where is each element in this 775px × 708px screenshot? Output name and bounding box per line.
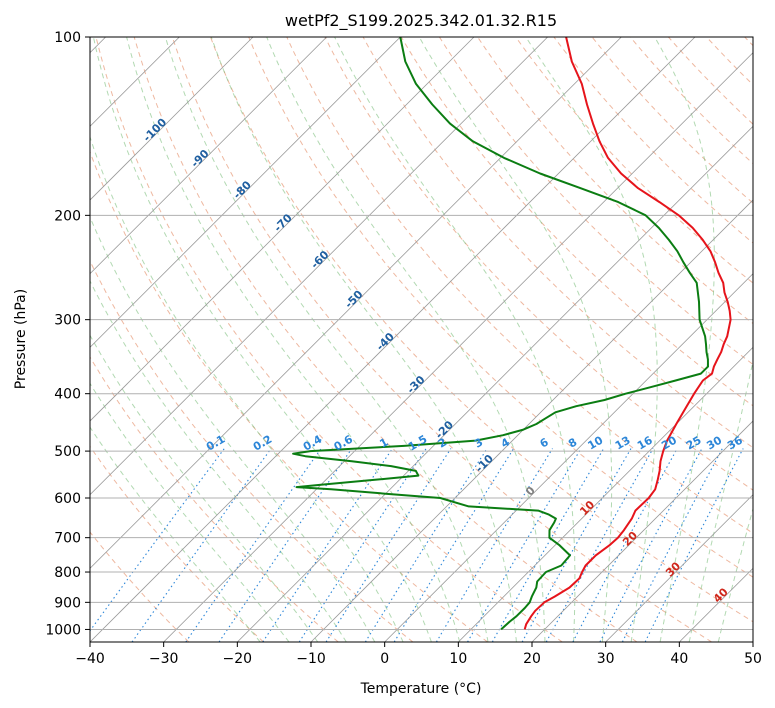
x-tick-label: 30	[597, 651, 615, 667]
isotherm-line	[605, 494, 753, 642]
x-tick-label: 10	[449, 651, 467, 667]
isotherm-line	[90, 37, 327, 275]
moist-adiabat-line	[164, 37, 489, 642]
y-tick-label: 800	[54, 565, 81, 581]
x-tick-label: 0	[380, 651, 389, 667]
moist-adiabat-line	[90, 426, 261, 642]
moist-adiabat-line	[266, 37, 546, 642]
isotherm-line	[531, 420, 753, 642]
mixing-ratio-line	[298, 448, 427, 642]
dry-adiabat-line	[133, 37, 638, 642]
background-lines	[90, 37, 753, 642]
mixing-ratio-line	[262, 448, 393, 642]
mixing-ratio-line	[621, 448, 723, 642]
x-tick-label: −30	[149, 651, 179, 667]
mixing-ratio-line	[467, 448, 582, 642]
x-tick-label: 50	[744, 651, 762, 667]
dry-adiabat-line	[324, 37, 753, 491]
x-tick-label: −40	[75, 651, 105, 667]
isotherm-line	[458, 346, 753, 642]
moist-adiabat-line	[90, 334, 319, 642]
x-tick-label: −10	[296, 651, 326, 667]
mixing-ratio-line	[90, 448, 225, 632]
isotherm-line	[163, 52, 753, 642]
y-tick-label: 300	[54, 313, 81, 329]
axis-ticks: −40 −30 −20 −10 0 10 20 30 40 50 100 200 300 400 500 60…	[45, 30, 762, 667]
mixing-ratio-line	[218, 448, 353, 642]
moist-adiabat-line	[90, 215, 376, 642]
dry-adiabat-line	[438, 37, 753, 366]
isotherm-line	[310, 199, 753, 642]
dry-adiabat-line	[95, 37, 563, 642]
x-axis-title: Temperature (°C)	[360, 681, 482, 697]
y-tick-label: 200	[54, 208, 81, 224]
dry-adiabat-line	[90, 531, 190, 642]
isotherm-line	[90, 37, 254, 201]
isotherm-line	[90, 37, 548, 496]
y-tick-label: 500	[54, 444, 81, 460]
mixing-ratio-line	[364, 448, 488, 642]
isotherm-line	[90, 37, 622, 569]
moist-adiabat-line	[334, 37, 576, 642]
dewpoint-profile-line	[292, 37, 709, 631]
isotherm-line	[237, 125, 753, 642]
y-tick-label: 600	[54, 491, 81, 507]
dry-adiabat-line	[286, 37, 753, 534]
moist-adiabat-line	[126, 37, 461, 642]
y-tick-label: 400	[54, 387, 81, 403]
isotherm-line	[90, 37, 696, 642]
y-tick-label: 900	[54, 595, 81, 611]
x-tick-label: 20	[523, 651, 541, 667]
chart-title: wetPf2_S199.2025.342.01.32.R15	[285, 11, 557, 31]
moist-adiabat-line	[525, 37, 658, 642]
moist-adiabat-line	[654, 37, 715, 642]
y-axis-title: Pressure (hPa)	[13, 289, 29, 389]
y-tick-label: 1000	[45, 622, 81, 638]
isotherm-line	[90, 37, 475, 422]
moist-adiabat-line	[418, 37, 613, 642]
mixing-ratio-line	[325, 448, 452, 642]
y-tick-label: 700	[54, 531, 81, 547]
moist-adiabat-line	[90, 382, 290, 642]
plot-frame	[89, 36, 754, 643]
mixing-ratio-line	[435, 448, 553, 642]
mixing-ratio-line	[644, 448, 744, 642]
mixing-ratio-line	[521, 448, 632, 642]
profile-lines	[292, 37, 732, 631]
temperature-profile-line	[523, 37, 732, 630]
moist-adiabat-line	[90, 135, 404, 642]
y-tick-label: 100	[54, 30, 81, 46]
isotherm-line	[90, 37, 401, 348]
moist-adiabat-line	[210, 37, 517, 642]
moist-adiabat-line	[92, 37, 432, 642]
x-tick-label: −20	[223, 651, 253, 667]
isotherm-line	[384, 273, 753, 642]
x-tick-label: 40	[670, 651, 688, 667]
dry-adiabat-line	[90, 259, 414, 642]
